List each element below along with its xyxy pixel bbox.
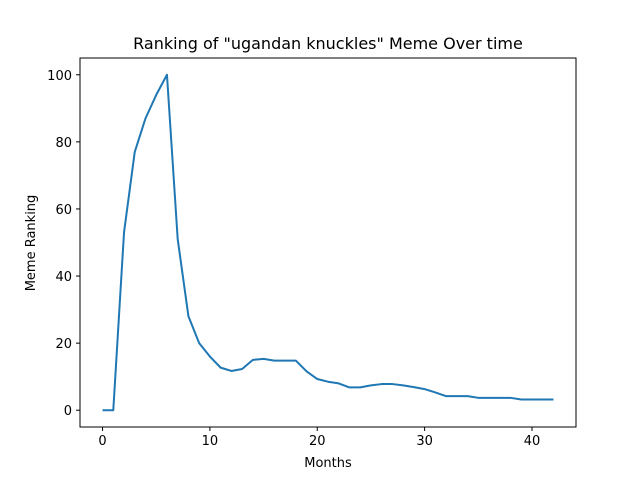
plot-frame	[79, 57, 577, 428]
x-tick-label: 40	[524, 434, 541, 449]
series-layer	[102, 73, 554, 412]
x-axis-label: Months	[304, 456, 352, 471]
y-tick-label: 60	[55, 203, 72, 218]
y-axis-ticks: 0 20 40 60 80 100	[47, 69, 80, 419]
x-tick-label: 0	[98, 434, 106, 449]
x-tick-label: 20	[309, 434, 326, 449]
x-tick-label: 10	[202, 434, 219, 449]
plot-area-border	[79, 57, 577, 428]
x-axis-ticks: 0 10 20 30 40	[98, 427, 540, 449]
y-tick-label: 20	[55, 337, 72, 352]
chart-title: Ranking of "ugandan knuckles" Meme Over …	[133, 34, 523, 53]
y-tick-label: 80	[55, 136, 72, 151]
y-tick-label: 0	[64, 404, 72, 419]
x-tick-label: 30	[416, 434, 433, 449]
y-axis-label: Meme Ranking	[24, 195, 39, 292]
y-tick-label: 100	[47, 69, 72, 84]
y-tick-label: 40	[55, 270, 72, 285]
series-line	[102, 73, 554, 412]
